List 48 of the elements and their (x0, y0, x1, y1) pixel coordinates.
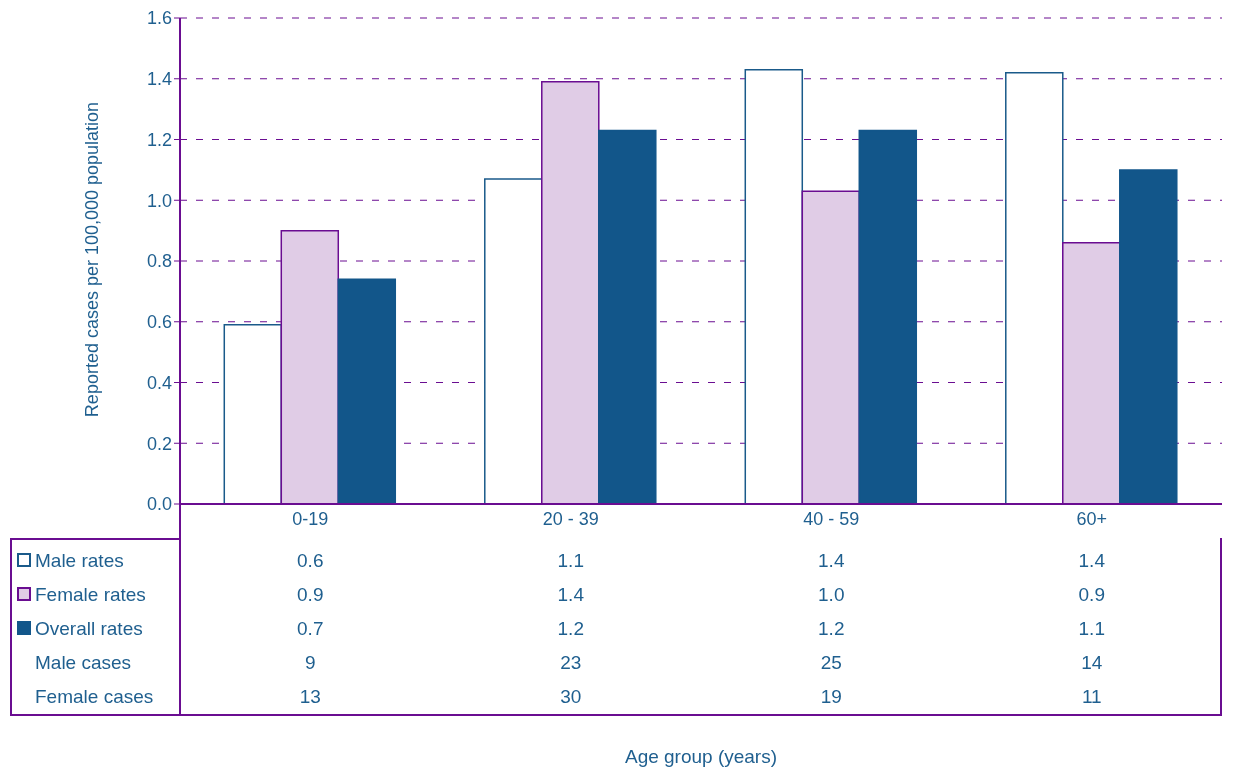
bar (1005, 71, 1064, 504)
y-tick-label: 0.4 (146, 372, 172, 393)
text: 19 (819, 685, 843, 709)
legend-label: Overall rates (35, 617, 143, 641)
bar (337, 278, 397, 504)
y-tick-label: 0.6 (146, 312, 172, 333)
data-label: 1.1 (1077, 617, 1106, 641)
data-label: 1.0 (817, 583, 846, 607)
x-tick-label: 40 - 59 (803, 508, 860, 529)
data-label: 0.9 (296, 583, 325, 607)
bar (1119, 169, 1178, 504)
text: Female cases (35, 685, 154, 709)
bar (744, 68, 804, 504)
data-label: 1.4 (817, 549, 846, 573)
text: 25 (819, 651, 843, 675)
text: 30 (559, 685, 583, 709)
x-tick-label: 60+ (1076, 508, 1108, 529)
x-tick-label: 20 - 39 (542, 508, 599, 529)
y-tick-label: 0.8 (146, 251, 172, 272)
y-tick-label: 0.2 (146, 433, 172, 454)
bar (598, 129, 657, 504)
data-label: 1.4 (1077, 549, 1106, 573)
text: Male cases (35, 651, 132, 675)
x-tick-label: 0-19 (292, 508, 329, 529)
data-label: 1.2 (556, 617, 585, 641)
text: 11 (1080, 685, 1103, 709)
text: 23 (559, 651, 583, 675)
y-tick-label: 1.2 (146, 129, 172, 150)
text: 13 (298, 685, 322, 709)
data-label: 0.7 (296, 617, 325, 641)
bar (484, 178, 543, 504)
text: Age group (years) (623, 746, 779, 768)
y-axis-title: Reported cases per 100,000 population (81, 100, 103, 420)
bar (858, 129, 918, 504)
data-label: 0.6 (296, 549, 325, 573)
legend-label: Male rates (35, 549, 124, 573)
y-tick-label: 0.0 (146, 494, 172, 515)
data-label: 1.1 (556, 549, 585, 573)
data-label: 1.4 (556, 583, 585, 607)
y-tick-label: 1.4 (146, 69, 172, 90)
text: 14 (1080, 651, 1104, 675)
legend-label: Female rates (35, 583, 146, 607)
bar (223, 324, 283, 504)
y-tick-label: 1.6 (146, 8, 172, 29)
data-label: 1.2 (817, 617, 846, 641)
data-label: 0.9 (1077, 583, 1106, 607)
y-tick-label: 1.0 (146, 190, 172, 211)
text: 9 (303, 651, 317, 675)
